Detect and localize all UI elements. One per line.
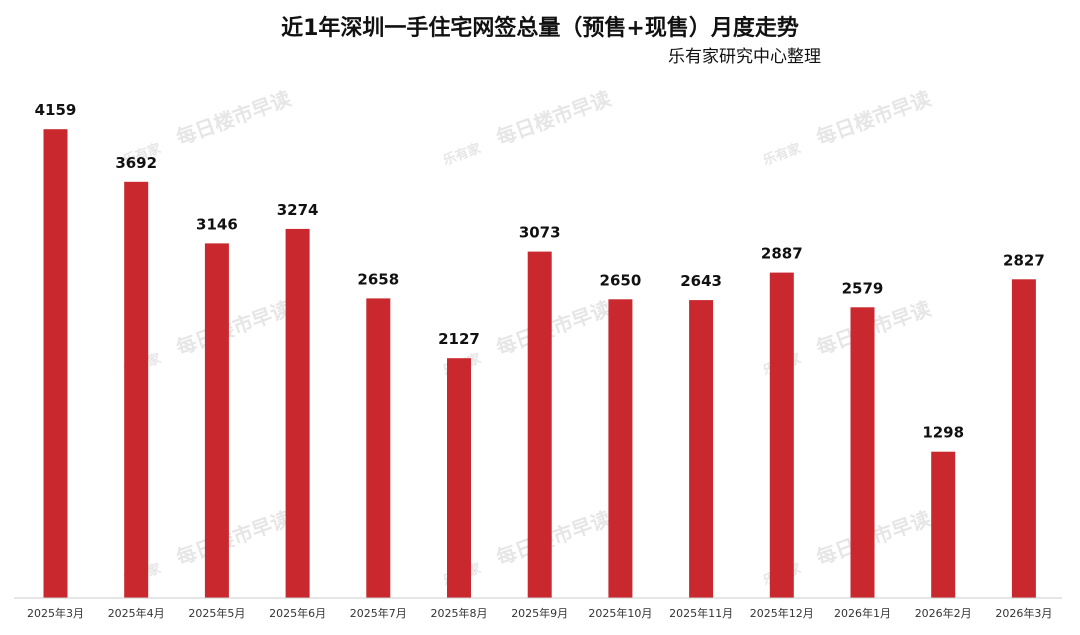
x-tick-label: 2026年1月	[834, 606, 891, 620]
x-tick-label: 2025年9月	[511, 606, 568, 620]
watermark-text: 每日楼市早读	[493, 506, 614, 570]
bar-7	[527, 251, 552, 598]
value-label: 1298	[922, 424, 964, 442]
watermark-text: 每日楼市早读	[173, 506, 294, 570]
value-label: 3146	[196, 215, 238, 233]
bar-10	[769, 272, 794, 598]
value-label: 3073	[519, 224, 561, 242]
value-label: 3692	[115, 154, 157, 172]
watermark-text: 每日楼市早读	[173, 86, 294, 150]
x-tick-label: 2025年11月	[669, 606, 733, 620]
value-label: 3274	[277, 201, 319, 219]
labels-layer: 4159 2025年3月 3692 2025年4月 3146 2025年5月 3274 202…	[27, 101, 1052, 620]
bar-9	[689, 300, 714, 598]
x-tick-label: 2025年8月	[431, 606, 488, 620]
bar-3	[204, 243, 229, 598]
watermark-text: 每日楼市早读	[493, 86, 614, 150]
x-tick-label: 2025年12月	[750, 606, 814, 620]
value-label: 2887	[761, 245, 803, 263]
bar-8	[608, 299, 633, 598]
bar-13	[1011, 279, 1036, 598]
x-tick-label: 2025年6月	[269, 606, 326, 620]
watermark-text: 每日楼市早读	[813, 86, 934, 150]
watermark-logo: 乐有家	[441, 140, 484, 169]
bars-layer	[43, 129, 1036, 599]
watermark-layer: 乐有家每日楼市早读乐有家每日楼市早读乐有家每日楼市早读乐有家每日楼市早读乐有家每…	[121, 86, 934, 588]
x-tick-label: 2026年2月	[915, 606, 972, 620]
chart-subtitle: 乐有家研究中心整理	[668, 47, 821, 67]
chart-title: 近1年深圳一手住宅网签总量（预售+现售）月度走势	[281, 16, 799, 41]
value-label: 2827	[1003, 251, 1045, 269]
bar-1	[43, 129, 68, 598]
bar-11	[850, 307, 875, 598]
bar-4	[285, 228, 310, 598]
x-tick-label: 2025年7月	[350, 606, 407, 620]
value-label: 4159	[35, 101, 77, 119]
value-label: 2579	[842, 279, 884, 297]
bar-6	[447, 358, 471, 598]
value-label: 2127	[438, 330, 480, 348]
x-tick-label: 2025年10月	[588, 606, 652, 620]
x-tick-label: 2025年5月	[188, 606, 245, 620]
x-tick-label: 2025年4月	[108, 606, 165, 620]
bar-12	[931, 451, 956, 598]
bar-2	[124, 181, 149, 599]
x-tick-label: 2026年3月	[995, 606, 1052, 620]
bar-5	[366, 298, 391, 598]
value-label: 2650	[600, 271, 642, 289]
value-label: 2658	[357, 270, 399, 288]
watermark-text: 每日楼市早读	[493, 296, 614, 360]
value-label: 2643	[680, 272, 722, 290]
watermark-logo: 乐有家	[761, 140, 804, 169]
watermark-text: 每日楼市早读	[173, 296, 294, 360]
x-tick-label: 2025年3月	[27, 606, 84, 620]
